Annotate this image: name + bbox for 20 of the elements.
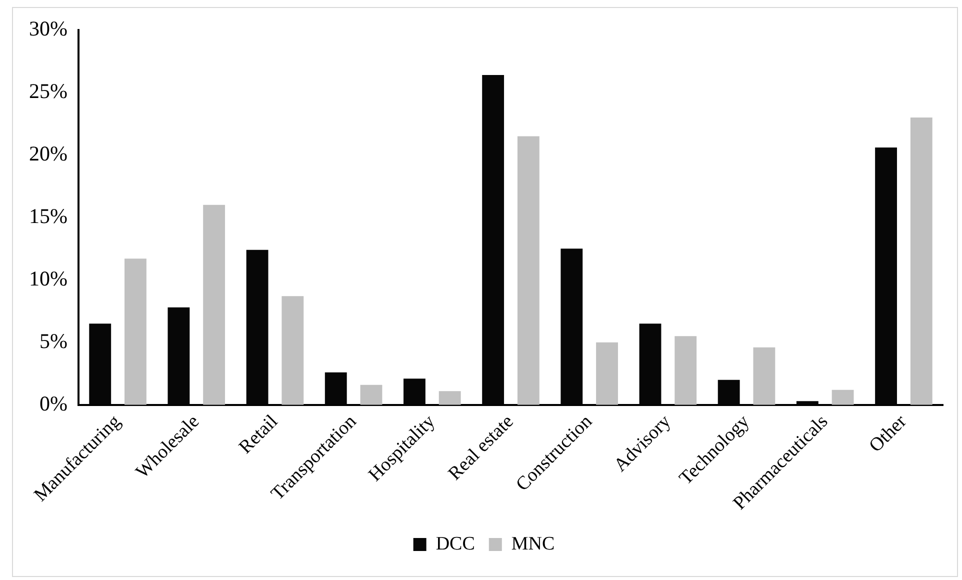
y-tick-label: 25% (28, 78, 68, 103)
y-tick-label: 0% (39, 391, 68, 416)
y-tick-label: 15% (28, 204, 68, 228)
bar (438, 391, 461, 405)
bar (203, 204, 226, 405)
y-tick-label: 5% (39, 328, 68, 353)
bar (360, 384, 382, 405)
bar (124, 258, 146, 405)
bar (753, 347, 776, 405)
bar (832, 390, 854, 405)
bar (596, 342, 618, 405)
bar (517, 136, 540, 405)
y-tick-label: 10% (28, 266, 68, 290)
bar (910, 117, 932, 405)
legend-label: MNC (511, 533, 555, 554)
bar (674, 336, 697, 405)
y-tick-label: 20% (28, 141, 68, 166)
y-tick-label: 30% (28, 16, 68, 41)
legend-label: DCC (436, 533, 475, 554)
bar (282, 296, 304, 405)
